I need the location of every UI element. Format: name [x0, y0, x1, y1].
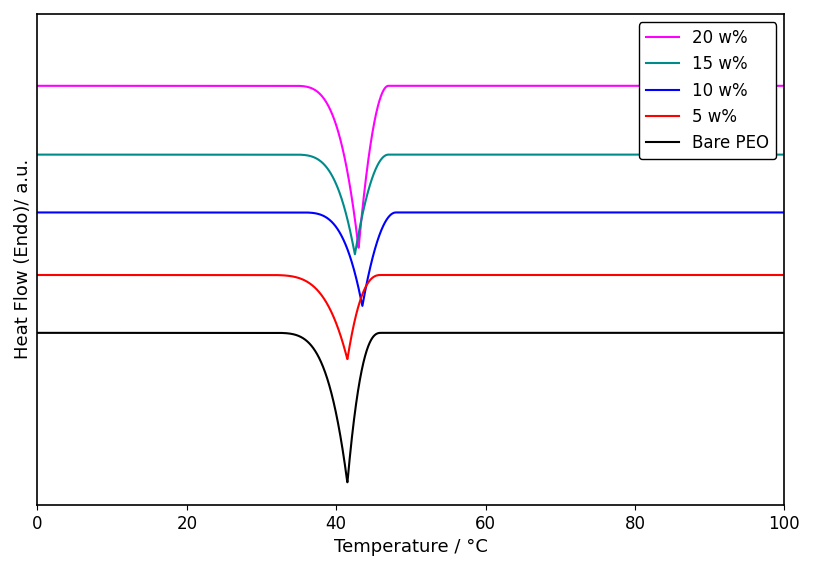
- 10 w%: [480, 209, 490, 216]
- 20 w%: [780, 83, 790, 89]
- 15 w%: [33, 151, 42, 158]
- 20 w%: [33, 83, 42, 89]
- 15 w%: [318, 160, 328, 166]
- 10 w%: [318, 212, 328, 219]
- 15 w%: [647, 151, 657, 158]
- Line: 15 w%: 15 w%: [37, 154, 785, 254]
- Bare PEO: [590, 329, 600, 336]
- 15 w%: [780, 151, 790, 158]
- 20 w%: [318, 93, 328, 100]
- 20 w%: [354, 245, 364, 251]
- 5 w%: [780, 271, 790, 278]
- 5 w%: [33, 271, 42, 278]
- 20 w%: [168, 83, 178, 89]
- Y-axis label: Heat Flow (Endo)/ a.u.: Heat Flow (Endo)/ a.u.: [14, 159, 32, 360]
- 5 w%: [168, 271, 178, 278]
- Bare PEO: [168, 329, 178, 336]
- Line: 10 w%: 10 w%: [37, 213, 785, 306]
- 15 w%: [519, 151, 528, 158]
- 10 w%: [357, 303, 367, 310]
- 5 w%: [318, 294, 328, 300]
- 15 w%: [590, 151, 600, 158]
- X-axis label: Temperature / °C: Temperature / °C: [334, 538, 488, 556]
- 20 w%: [519, 83, 528, 89]
- 10 w%: [168, 209, 178, 216]
- Bare PEO: [519, 329, 528, 336]
- 15 w%: [350, 251, 360, 258]
- Bare PEO: [33, 329, 42, 336]
- Line: 20 w%: 20 w%: [37, 86, 785, 248]
- 20 w%: [590, 83, 600, 89]
- Bare PEO: [318, 363, 328, 369]
- Bare PEO: [647, 329, 657, 336]
- 5 w%: [519, 271, 528, 278]
- Bare PEO: [480, 329, 490, 336]
- 10 w%: [647, 209, 657, 216]
- 5 w%: [343, 356, 352, 363]
- Bare PEO: [780, 329, 790, 336]
- 5 w%: [480, 271, 490, 278]
- Line: Bare PEO: Bare PEO: [37, 333, 785, 482]
- 15 w%: [168, 151, 178, 158]
- Bare PEO: [343, 479, 352, 486]
- 10 w%: [590, 209, 600, 216]
- Legend: 20 w%, 15 w%, 10 w%, 5 w%, Bare PEO: 20 w%, 15 w%, 10 w%, 5 w%, Bare PEO: [639, 22, 776, 159]
- 10 w%: [519, 209, 528, 216]
- 10 w%: [33, 209, 42, 216]
- 5 w%: [647, 271, 657, 278]
- 10 w%: [780, 209, 790, 216]
- 15 w%: [480, 151, 490, 158]
- 5 w%: [590, 271, 600, 278]
- 20 w%: [480, 83, 490, 89]
- Line: 5 w%: 5 w%: [37, 275, 785, 359]
- 20 w%: [647, 83, 657, 89]
